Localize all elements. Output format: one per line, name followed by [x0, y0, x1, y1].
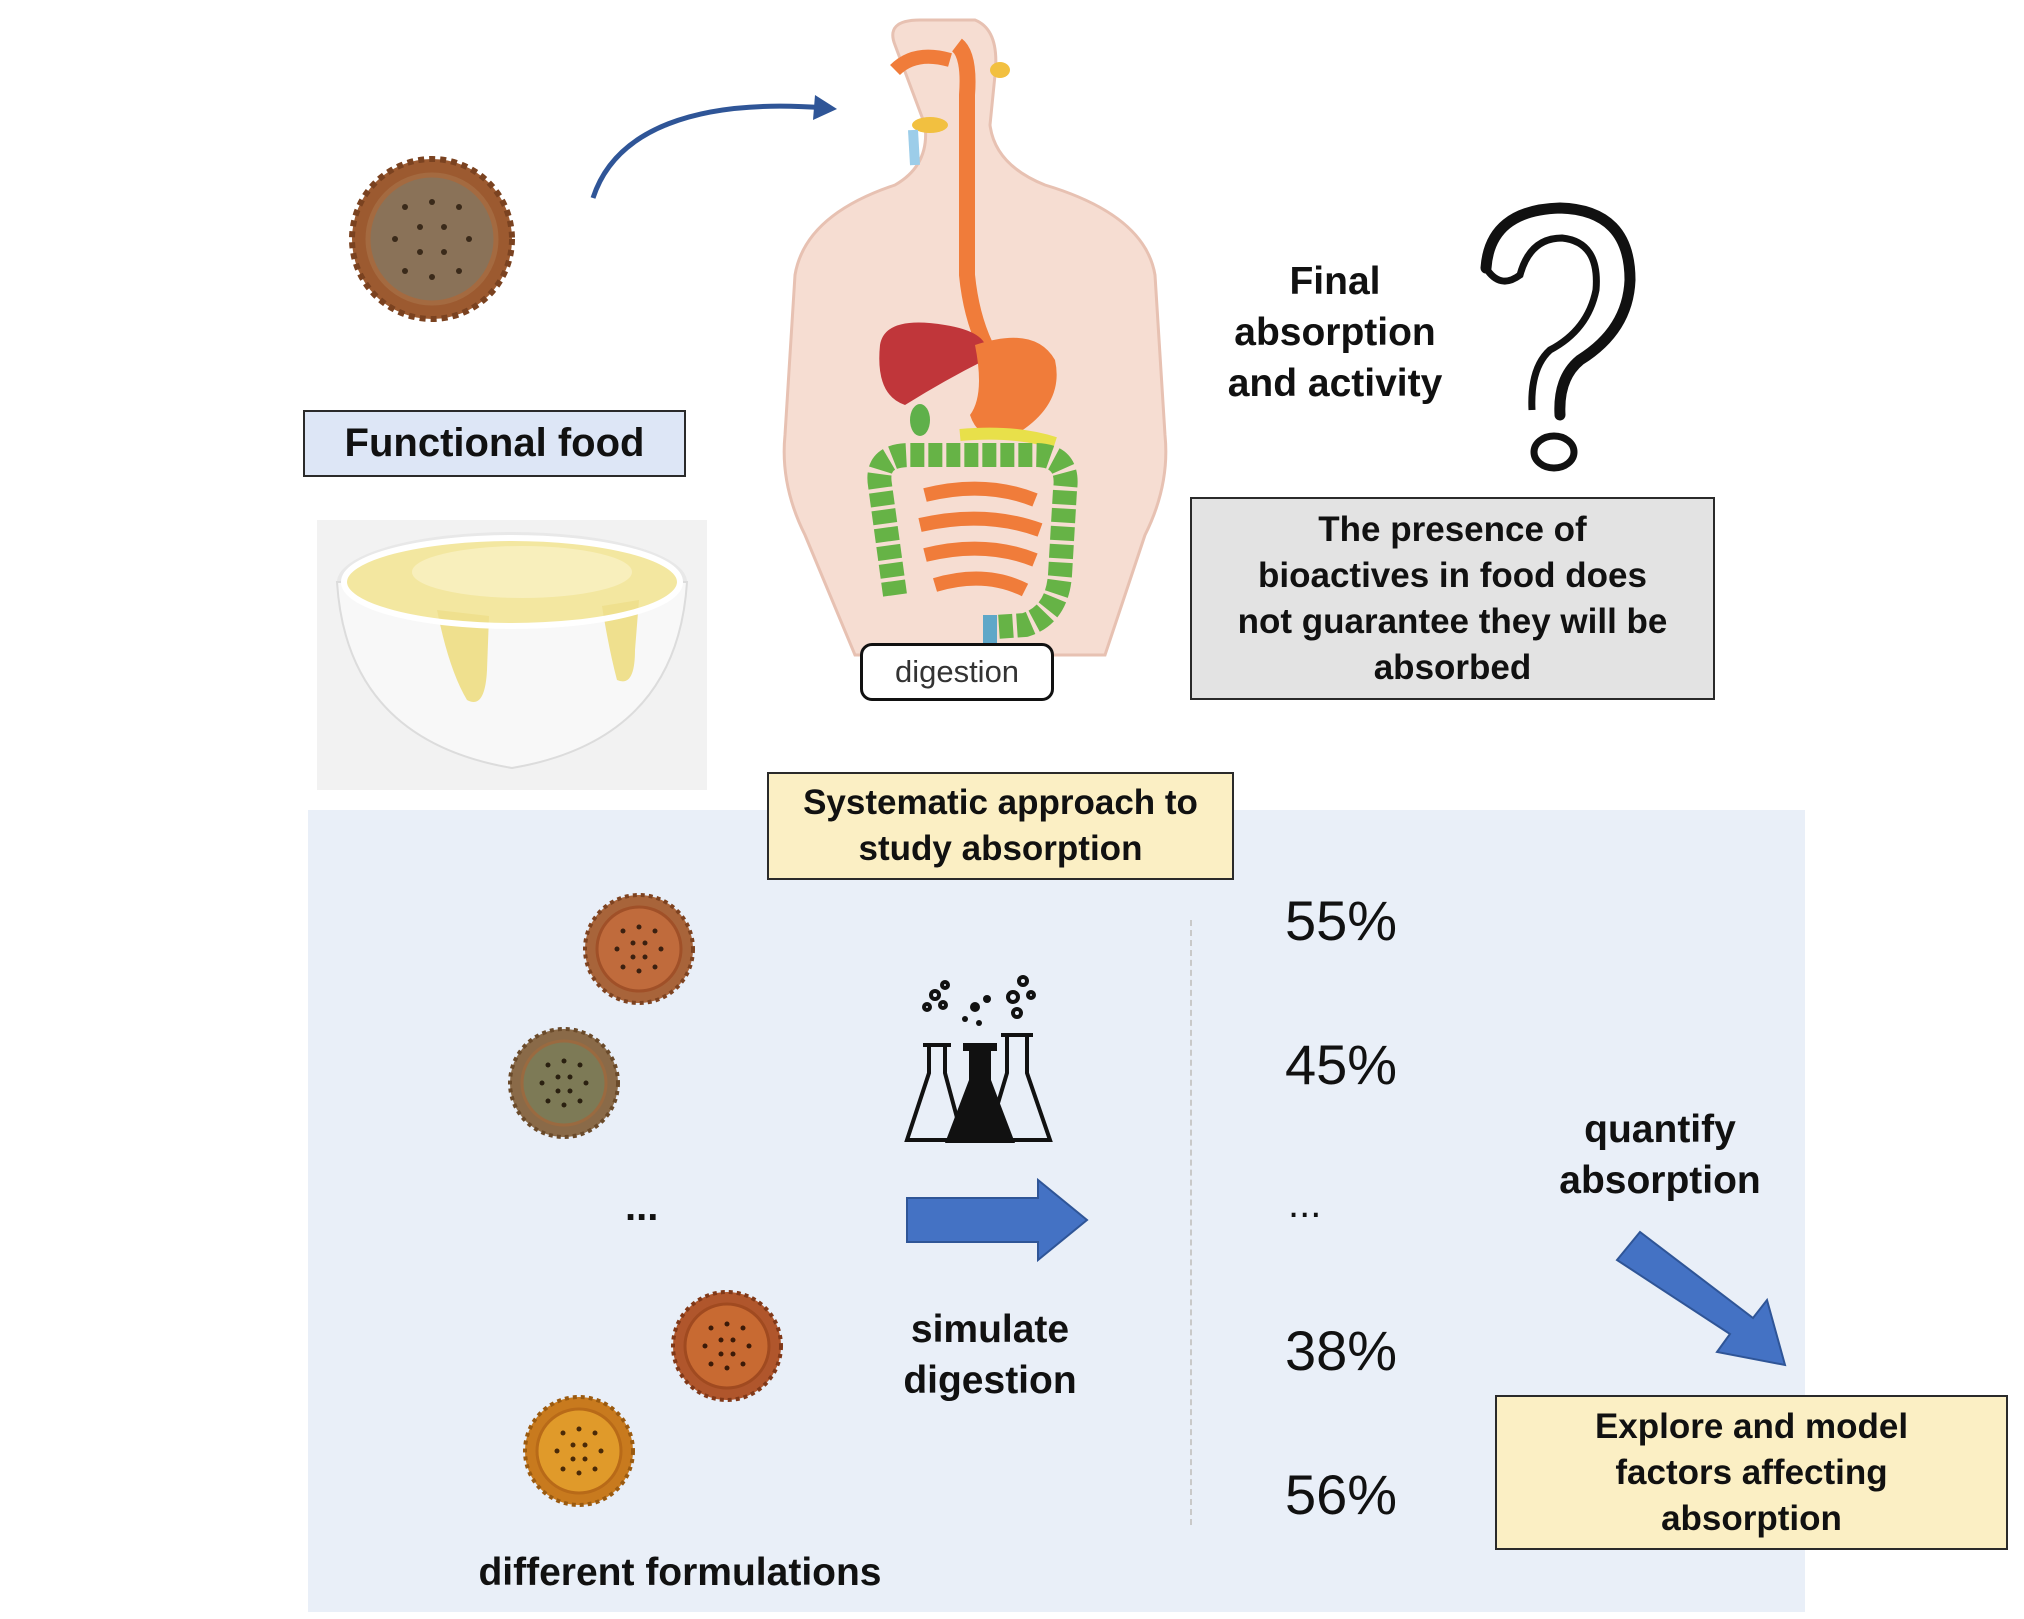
approach-line-2: study absorption [858, 829, 1143, 868]
biscuit-icon [508, 1027, 620, 1139]
quantify-absorption-label: quantify absorption [1520, 1104, 1800, 1206]
explore-model-box: Explore and model factors affecting abso… [1495, 1395, 2008, 1550]
functional-food-text: Functional food [344, 421, 645, 465]
absorption-percentage: 56% [1285, 1463, 1398, 1526]
digestion-text: digestion [894, 654, 1020, 689]
custard-bowl-icon [317, 520, 707, 790]
functional-food-label: Functional food [303, 410, 686, 477]
systematic-approach-box: Systematic approach to study absorption [767, 772, 1234, 880]
explore-line-2: factors affecting [1615, 1452, 1888, 1492]
question-mark-icon [1480, 202, 1636, 472]
biscuit-icon [523, 1395, 635, 1507]
final-absorption-label: Final absorption and activity [1195, 256, 1475, 409]
lab-flasks-icon [904, 975, 1053, 1143]
bioactives-note-line-1: The presence of [1318, 509, 1587, 549]
right-arrow-icon [906, 1177, 1089, 1263]
simulate-line-2: digestion [903, 1359, 1077, 1402]
final-absorption-line-3: and activity [1227, 362, 1443, 405]
absorption-percentage: 45% [1285, 1033, 1398, 1096]
digestive-system-illustration [782, 18, 1168, 657]
bioactives-note-box: The presence of bioactives in food does … [1190, 497, 1715, 700]
absorption-percentage: 38% [1285, 1319, 1398, 1382]
biscuit-icon [671, 1290, 783, 1402]
biscuit-icon [349, 156, 515, 322]
curved-arrow-icon [590, 95, 837, 199]
digestion-label: digestion [860, 643, 1054, 701]
biscuit-icon [583, 893, 695, 1005]
final-absorption-line-2: absorption [1234, 311, 1436, 354]
simulate-line-1: simulate [910, 1308, 1070, 1351]
different-formulations-label: different formulations [478, 1551, 882, 1594]
quantify-line-1: quantify [1584, 1108, 1736, 1151]
formulations-ellipsis: ... [625, 1185, 659, 1229]
bioactives-note-line-2: bioactives in food does [1258, 555, 1647, 595]
explore-line-1: Explore and model [1594, 1406, 1909, 1446]
absorption-percentage: 55% [1285, 889, 1398, 952]
final-absorption-line-1: Final [1289, 260, 1381, 303]
diagonal-arrow-icon [1615, 1230, 1787, 1367]
quantify-line-2: absorption [1559, 1159, 1761, 1202]
bioactives-note-line-3: not guarantee they will be [1237, 601, 1668, 641]
approach-line-1: Systematic approach to [803, 783, 1198, 822]
explore-line-3: absorption [1661, 1498, 1842, 1538]
simulate-digestion-label: simulate digestion [860, 1304, 1120, 1406]
bioactives-note-line-4: absorbed [1373, 647, 1532, 687]
percentages-ellipsis: ... [1288, 1182, 1322, 1226]
results-divider [1190, 920, 1192, 1525]
